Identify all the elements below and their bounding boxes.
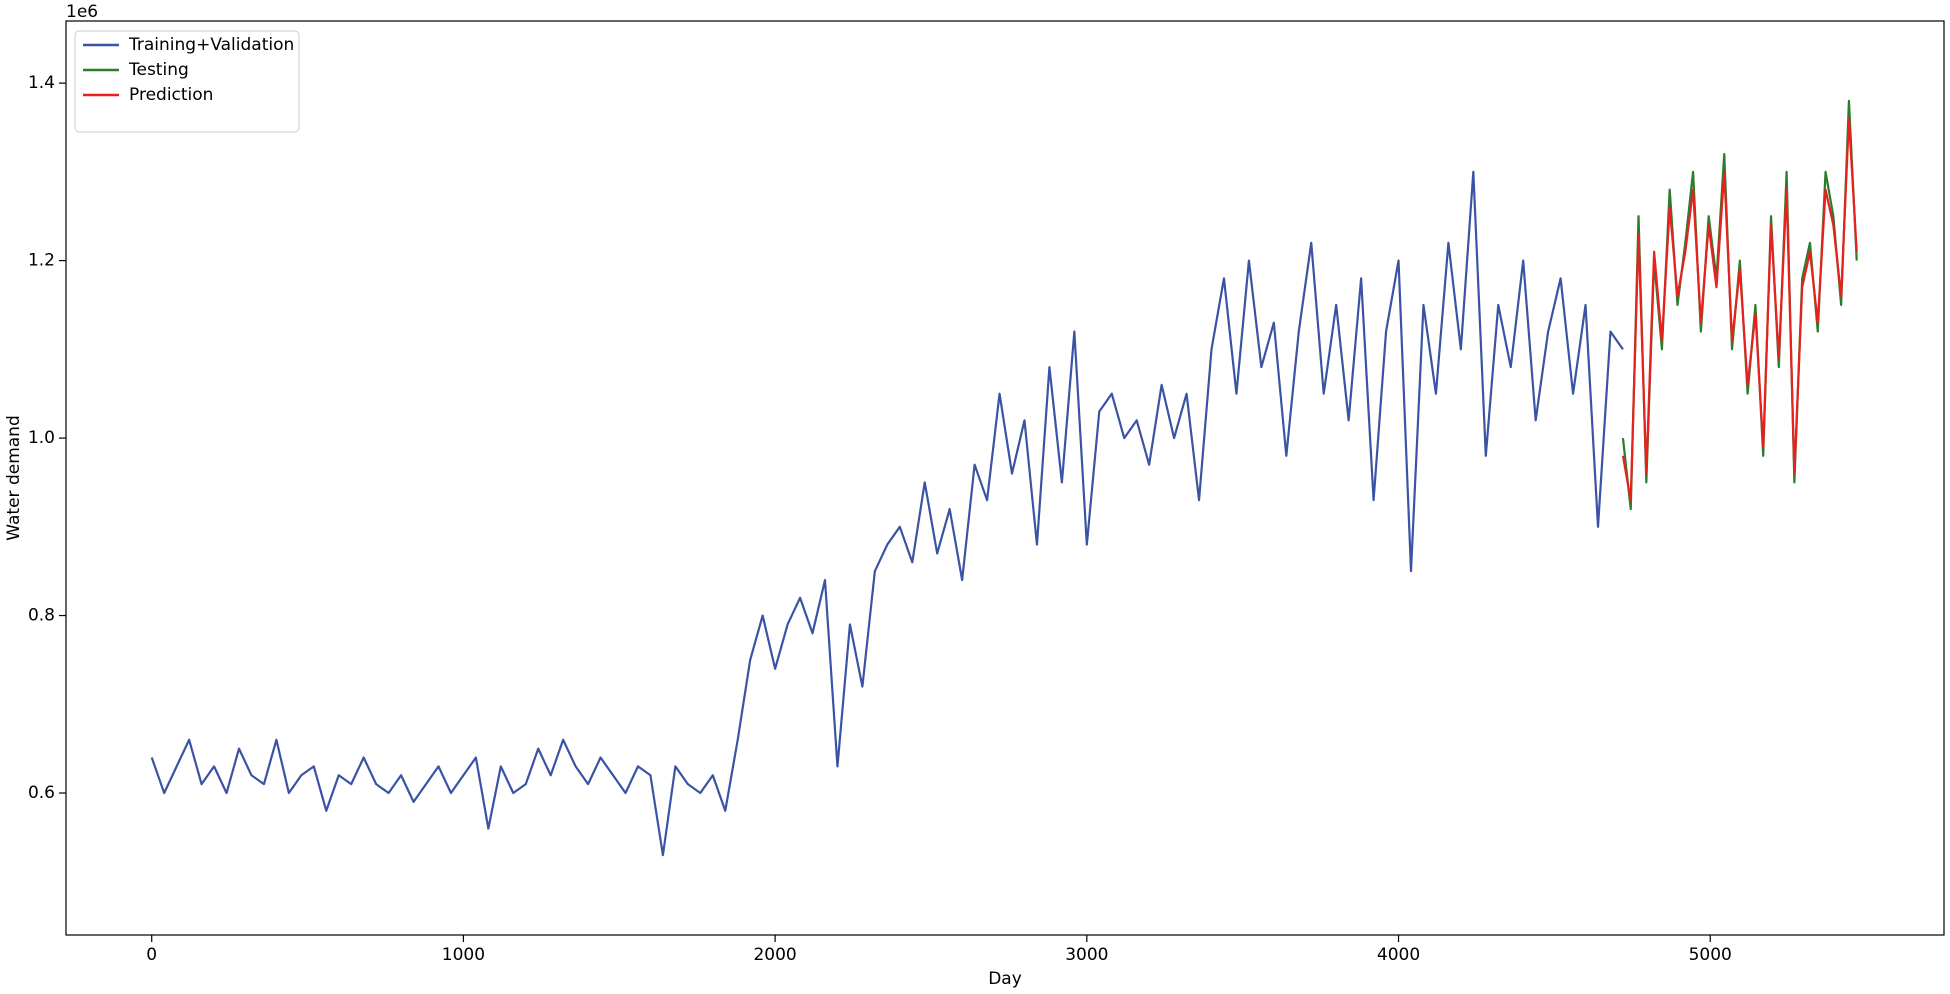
x-axis-label: Day (988, 969, 1022, 989)
x-tick-label: 5000 (1689, 945, 1732, 965)
y-tick-label: 1.2 (28, 251, 55, 271)
plot-frame (65, 20, 1945, 936)
y-tick-label: 0.6 (28, 783, 55, 803)
legend-label: Testing (128, 60, 189, 80)
y-tick-label: 1.4 (28, 73, 55, 93)
x-tick-label: 0 (146, 945, 157, 965)
series-line (1621, 117, 1858, 502)
series-line (150, 170, 1624, 857)
y-tick-label: 1.0 (28, 428, 55, 448)
x-tick-label: 4000 (1377, 945, 1420, 965)
y-axis-label: Water demand (4, 415, 24, 540)
x-tick-label: 2000 (753, 945, 796, 965)
x-tick-label: 1000 (442, 945, 485, 965)
x-tick-label: 3000 (1065, 945, 1108, 965)
y-tick-label: 0.8 (28, 606, 55, 626)
y-offset-label: 1e6 (66, 2, 98, 22)
series-line (1621, 99, 1858, 511)
legend-box (74, 30, 300, 133)
legend-label: Training+Validation (128, 35, 294, 55)
legend-label: Prediction (129, 85, 213, 105)
